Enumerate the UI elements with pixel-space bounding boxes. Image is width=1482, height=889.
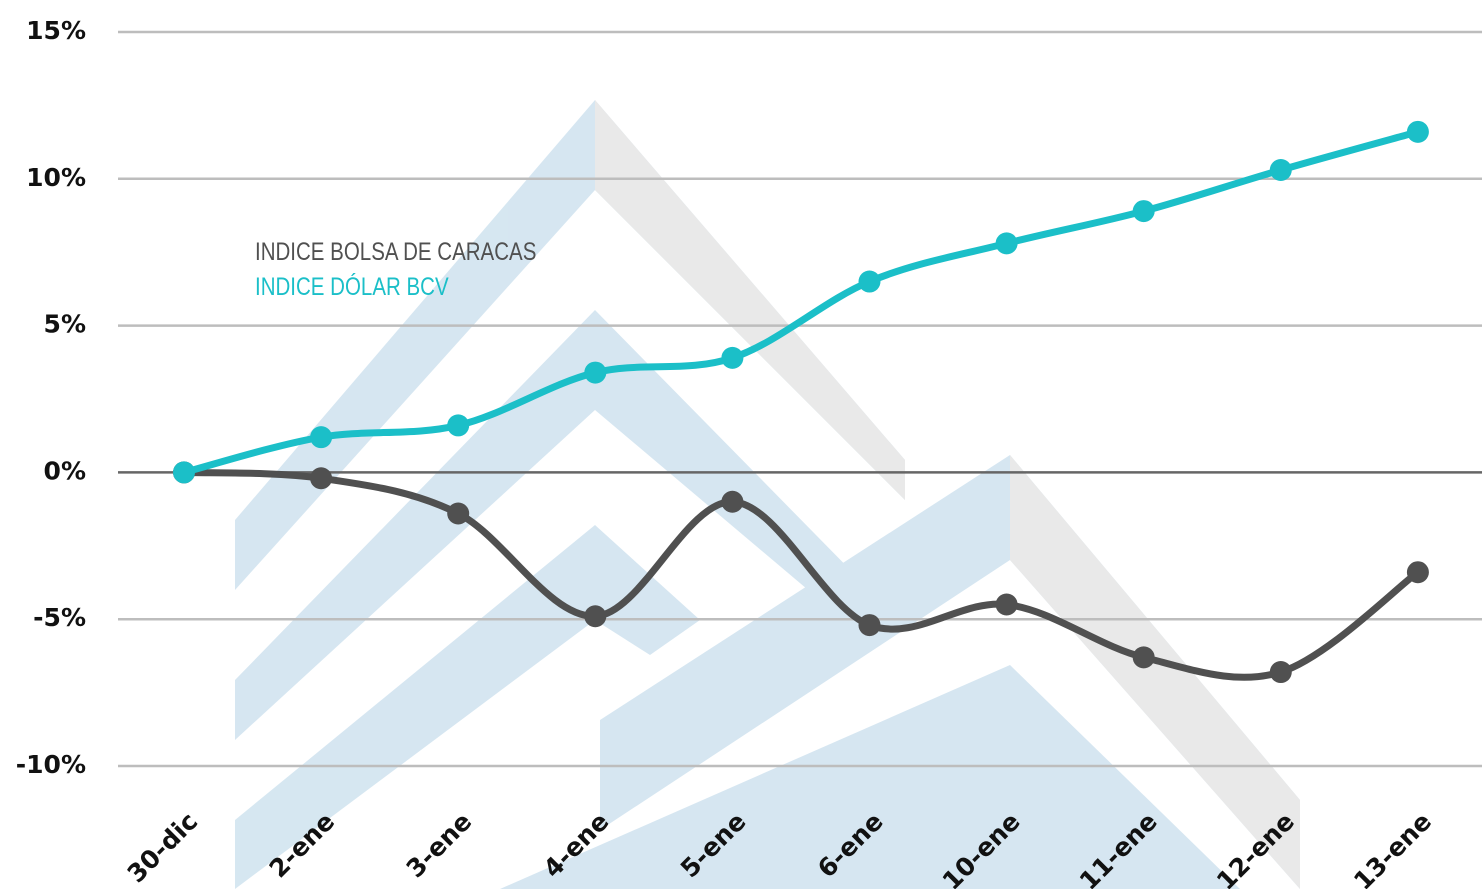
data-point <box>310 426 332 448</box>
data-point <box>1270 159 1292 181</box>
x-tick-label: 30-dic <box>122 807 204 889</box>
legend-entry: INDICE BOLSA DE CARACAS <box>255 238 536 266</box>
data-point <box>996 594 1018 616</box>
y-tick-label: 5% <box>44 310 86 339</box>
data-point <box>584 605 606 627</box>
data-point <box>1407 121 1429 143</box>
chart: -10%-5%0%5%10%15%30-dic2-ene3-ene4-ene5-… <box>0 0 1482 889</box>
y-tick-label: 15% <box>26 16 86 45</box>
data-point <box>859 614 881 636</box>
data-point <box>1133 200 1155 222</box>
y-tick-label: 10% <box>26 163 86 192</box>
data-point <box>173 461 195 483</box>
data-point <box>721 491 743 513</box>
data-point <box>996 232 1018 254</box>
data-point <box>310 467 332 489</box>
data-point <box>1407 561 1429 583</box>
legend-entry: INDICE DÓLAR BCV <box>255 272 449 301</box>
data-point <box>1133 646 1155 668</box>
y-tick-label: -10% <box>16 750 86 779</box>
y-tick-label: -5% <box>33 603 86 632</box>
data-point <box>584 362 606 384</box>
data-point <box>859 271 881 293</box>
x-tick-label: 13-ene <box>1348 807 1437 889</box>
data-point <box>447 503 469 525</box>
x-tick-label: 3-ene <box>401 807 478 884</box>
data-point <box>721 347 743 369</box>
y-tick-label: 0% <box>44 456 86 485</box>
data-point <box>1270 661 1292 683</box>
data-point <box>447 414 469 436</box>
